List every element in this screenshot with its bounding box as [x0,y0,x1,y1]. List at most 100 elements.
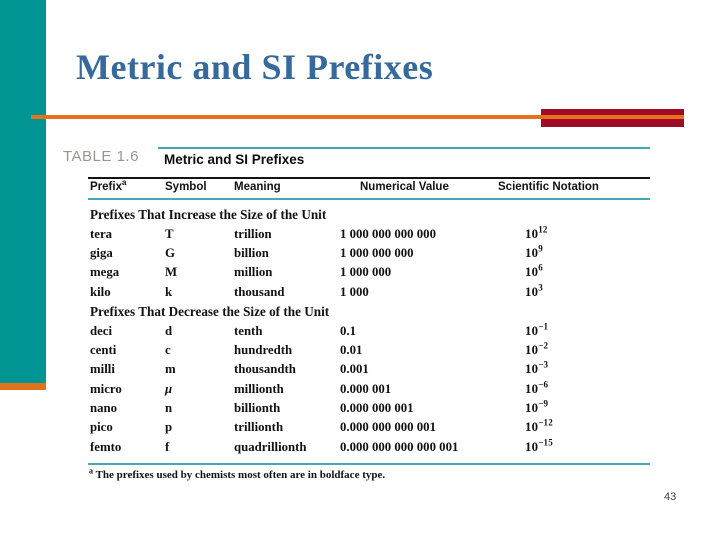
symbol-cell: G [165,245,175,260]
meaning-cell: quadrillionth [234,439,307,454]
prefix-cell: kilo [90,284,111,299]
prefix-cell: femto [90,439,122,454]
symbol-cell: m [165,362,176,377]
numerical-value-cell: 0.001 [340,362,369,377]
meaning-cell: millionth [234,381,284,396]
symbol-cell: T [165,226,174,241]
table-header-rule [88,198,650,200]
prefix-cell: pico [90,420,113,435]
scientific-notation-cell: 10−1 [525,321,650,339]
prefix-cell: nano [90,401,118,416]
sci-exponent: −6 [538,379,549,390]
sci-exponent: 9 [538,243,543,254]
footnote-mark: a [89,466,93,476]
si-prefixes-table: Metric and SI Prefixes Prefixa Symbol Me… [88,143,650,488]
meaning-cell: tenth [234,323,263,338]
sidebar-bottom-accent [0,383,46,390]
meaning-cell: thousandth [234,362,296,377]
scientific-notation-cell: 10−15 [525,437,650,455]
section-header-decrease: Prefixes That Decrease the Size of the U… [90,303,330,319]
scientific-notation-cell: 109 [525,243,650,261]
meaning-cell: trillion [234,226,272,241]
symbol-cell: f [165,439,170,454]
scientific-notation-cell: 10−2 [525,340,650,358]
table-row-micro: micro μ millionth 0.000 001 10−6 [88,380,650,399]
numerical-value-cell: 0.01 [340,342,363,357]
sci-base: 10 [525,439,539,454]
sidebar-accent-bar [0,0,46,383]
symbol-cell: c [165,342,171,357]
sci-base: 10 [525,381,539,396]
table-row-kilo: kilo k thousand 1 000 103 [88,283,650,302]
symbol-cell: k [165,284,173,299]
prefix-cell: giga [90,245,113,260]
symbol-cell: p [165,420,173,435]
sci-base: 10 [525,284,539,299]
symbol-cell: d [165,323,173,338]
table-row-tera: tera T trillion 1 000 000 000 000 1012 [88,224,650,243]
title-divider-rule [31,115,684,119]
meaning-cell: billion [234,245,269,260]
table-row-deci: deci d tenth 0.1 10−1 [88,321,650,340]
meaning-cell: billionth [234,401,281,416]
numerical-value-cell: 0.000 000 000 000 001 [340,439,459,454]
sci-exponent: −2 [538,340,549,351]
sci-exponent: 12 [538,224,548,235]
header-prefix-footnote-mark: a [121,178,127,188]
numerical-value-cell: 0.000 000 001 [340,401,414,416]
slide-title: Metric and SI Prefixes [76,47,434,87]
scientific-notation-cell: 10−9 [525,399,650,416]
sci-base: 10 [525,362,539,377]
table-body: Prefixes That Increase the Size of the U… [88,205,650,457]
section-header-increase: Prefixes That Increase the Size of the U… [90,206,327,222]
numerical-value-cell: 0.1 [340,323,356,338]
header-numerical-value: Numerical Value [360,181,449,193]
header-meaning: Meaning [234,181,281,193]
numerical-value-cell: 1 000 000 000 [340,245,414,260]
table-label: TABLE 1.6 [63,148,139,165]
symbol-cell: μ [165,381,173,396]
table-title: Metric and SI Prefixes [164,152,305,167]
table-row-pico: pico p trillionth 0.000 000 000 001 10−1… [88,418,650,437]
sci-exponent: −1 [538,321,549,332]
prefix-cell: centi [90,342,117,357]
symbol-cell: M [165,265,178,280]
table-row-centi: centi c hundredth 0.01 10−2 [88,341,650,360]
sci-exponent: −3 [538,360,549,371]
sci-exponent: 6 [538,263,543,274]
numerical-value-cell: 0.000 001 [340,381,392,396]
table-footnote: a The prefixes used by chemists most oft… [89,466,386,481]
page-number: 43 [664,491,677,503]
symbol-cell: n [165,401,173,416]
table-row-nano: nano n billionth 0.000 000 001 10−9 [88,399,650,418]
sci-exponent: −15 [538,437,553,448]
prefix-cell: mega [90,265,120,280]
table-bottom-rule [88,463,650,465]
table-row-femto: femto f quadrillionth 0.000 000 000 000 … [88,438,650,457]
table-title-rule [88,177,650,179]
prefix-cell: tera [90,226,113,241]
sci-base: 10 [525,323,539,338]
sci-base: 10 [525,401,539,416]
sci-exponent: 3 [538,282,543,293]
prefix-cell: deci [90,323,113,338]
table-row-giga: giga G billion 1 000 000 000 109 [88,244,650,263]
header-scientific-notation: Scientific Notation [498,181,599,193]
sci-base: 10 [525,265,539,280]
scientific-notation-cell: 106 [525,263,650,280]
meaning-cell: thousand [234,284,285,299]
numerical-value-cell: 1 000 [340,284,369,299]
scientific-notation-cell: 10−3 [525,360,650,377]
meaning-cell: trillionth [234,420,284,435]
table-row-milli: milli m thousandth 0.001 10−3 [88,360,650,379]
numerical-value-cell: 1 000 000 000 000 [340,226,436,241]
header-prefix: Prefixa [90,178,127,193]
sci-base: 10 [525,245,539,260]
scientific-notation-cell: 10−6 [525,379,650,397]
prefix-cell: milli [90,362,115,377]
sci-base: 10 [525,226,539,241]
header-symbol: Symbol [165,181,207,193]
footnote-text: The prefixes used by chemists most often… [95,469,386,481]
numerical-value-cell: 0.000 000 000 001 [340,420,436,435]
sci-exponent: −12 [538,418,553,429]
